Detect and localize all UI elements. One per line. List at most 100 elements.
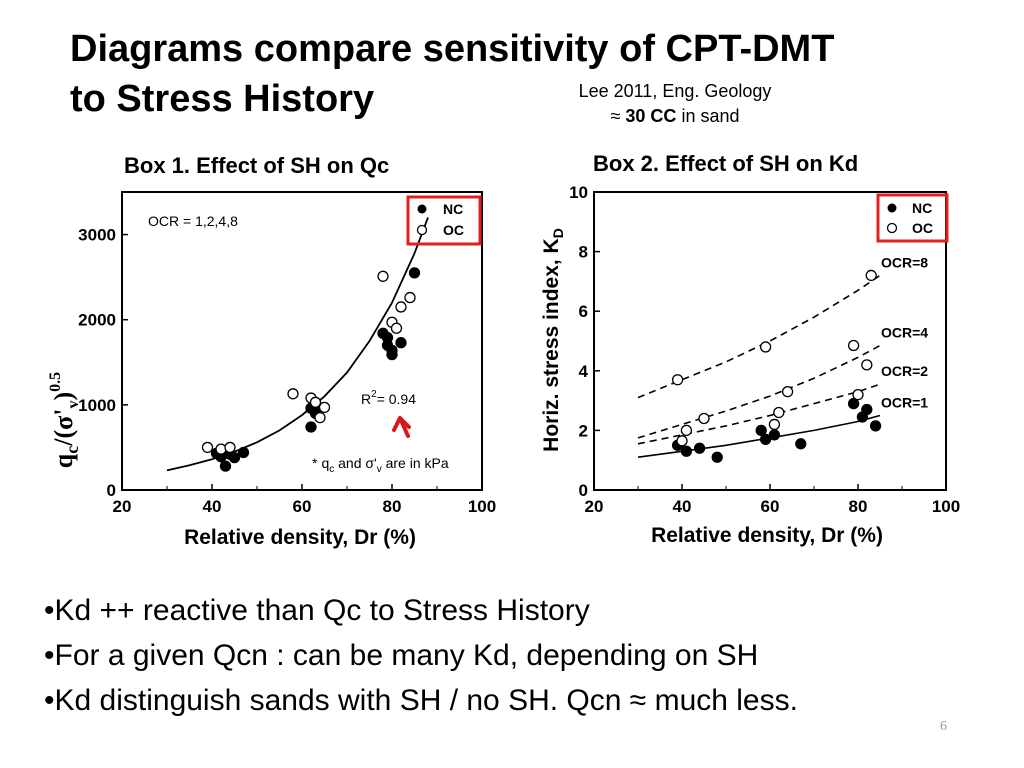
kd-y-tick-label: 8 <box>579 243 588 262</box>
bullet-list: •Kd ++ reactive than Qc to Stress Histor… <box>44 588 1004 723</box>
qc-ylabel-mid: /(σ' <box>49 408 78 446</box>
kd-curve-label: OCR=8 <box>881 254 928 270</box>
kd-x-tick-label: 20 <box>585 497 604 516</box>
qc-units-sigma: σ' <box>365 455 376 471</box>
qc-x-tick-label: 80 <box>383 497 402 516</box>
qc-fit-curve <box>166 217 429 472</box>
kd-legend-nc-marker <box>887 203 897 213</box>
qc-point-oc <box>404 291 416 304</box>
kd-ylabel-main: Horiz. stress index, K <box>540 238 563 452</box>
qc-units-and: and <box>334 455 365 471</box>
qc-legend-oc-marker <box>416 224 428 236</box>
kd-curve-label: OCR=1 <box>881 395 928 411</box>
qc-ylabel-close: ) <box>49 392 78 401</box>
qc-units-c: c <box>329 464 334 475</box>
qc-y-tick-label: 3000 <box>78 226 116 245</box>
qc-units-end: are in kPa <box>382 455 449 471</box>
kd-point-nc <box>768 429 781 441</box>
kd-x-tick-label: 40 <box>673 497 692 516</box>
reference-count: 30 CC <box>625 106 677 126</box>
reference-line2: ≈ 30 CC in sand <box>540 104 810 129</box>
kd-point-nc <box>869 420 882 432</box>
qc-point-oc <box>318 401 331 414</box>
qc-r2-value: = 0.94 <box>377 391 417 407</box>
qc-x-tick-label: 60 <box>293 497 312 516</box>
kd-point-oc <box>865 269 877 282</box>
qc-plot-frame <box>121 191 483 491</box>
qc-ylabel-exp: 0.5 <box>47 372 64 392</box>
qc-point-oc <box>224 441 236 454</box>
slide-title-line2: to Stress History <box>70 78 375 120</box>
kd-ocr-curves: OCR=8 OCR=4 OCR=2 OCR=1 <box>637 254 928 458</box>
kd-point-oc <box>768 418 781 431</box>
kd-xlabel-main: Relative density, D <box>651 524 836 547</box>
qc-units-note: * qc and σ'v are in kPa <box>312 455 449 475</box>
kd-legend-oc-label: OC <box>912 220 933 236</box>
kd-point-nc <box>711 451 723 463</box>
qc-xlabel-unit: (%) <box>377 526 416 549</box>
qc-ocr-annotation: OCR = 1,2,4,8 <box>148 213 238 229</box>
kd-point-oc <box>671 374 684 386</box>
kd-point-oc <box>680 424 693 437</box>
kd-point-nc <box>847 397 860 410</box>
kd-curve-ocr-8 <box>637 274 881 399</box>
qc-y-tick-label: 1000 <box>78 396 116 415</box>
kd-plot-frame <box>593 191 947 491</box>
kd-point-nc <box>693 442 706 454</box>
qc-point-oc <box>215 443 227 455</box>
qc-point-nc <box>219 460 232 472</box>
qc-y-tick-label: 0 <box>107 481 116 500</box>
kd-y-tick-label: 2 <box>579 421 588 440</box>
qc-point-oc <box>201 441 214 454</box>
qc-point-oc <box>390 322 403 334</box>
kd-x-tick-label: 60 <box>761 497 780 516</box>
kd-point-oc <box>861 359 873 371</box>
kd-xlabel-sub: r <box>836 524 844 547</box>
qc-point-nc <box>386 348 398 361</box>
qc-chart-points <box>201 267 421 472</box>
reference-note: Lee 2011, Eng. Geology ≈ 30 CC in sand <box>540 79 810 129</box>
kd-chart-points <box>671 269 882 463</box>
kd-y-axis-label: Horiz. stress index, KD <box>540 228 566 452</box>
qc-x-axis-label: Relative density, Dr (%) <box>184 526 416 549</box>
qc-legend: NC OC <box>406 195 482 246</box>
qc-point-nc <box>395 337 407 349</box>
kd-point-nc <box>795 438 807 450</box>
kd-curve-label: OCR=4 <box>881 324 928 340</box>
kd-chart-axes: 20 40 60 80 100 0 2 4 6 8 10 <box>569 183 960 516</box>
kd-point-oc <box>781 386 794 398</box>
page-number: 6 <box>940 719 947 734</box>
qc-ylabel-q: q <box>49 453 78 468</box>
kd-ylabel-sub: D <box>550 228 566 238</box>
reference-line1: Lee 2011, Eng. Geology <box>578 81 772 101</box>
kd-legend: NC OC <box>876 193 949 243</box>
kd-xlabel-unit: (%) <box>844 524 883 547</box>
qc-y-tick-label: 2000 <box>78 311 116 330</box>
kd-point-oc <box>847 339 860 352</box>
qc-point-oc <box>395 301 407 313</box>
qc-y-axis-label: qc/(σ'v)0.5 <box>47 372 82 468</box>
kd-y-tick-label: 6 <box>579 302 588 321</box>
qc-point-nc <box>237 446 250 459</box>
bullet-item: •For a given Qcn : can be many Kd, depen… <box>44 639 759 672</box>
kd-curve-ocr-4 <box>637 344 881 439</box>
qc-ylabel-v: v <box>65 400 82 408</box>
bullet-item: •Kd ++ reactive than Qc to Stress Histor… <box>44 594 590 627</box>
qc-x-tick-label: 40 <box>203 497 222 516</box>
red-arrow-icon <box>392 416 411 438</box>
kd-point-nc <box>680 445 693 457</box>
qc-legend-nc-marker <box>417 204 427 214</box>
kd-legend-oc-marker <box>886 222 898 234</box>
kd-curve-ocr-2 <box>637 383 881 445</box>
kd-point-oc <box>852 388 864 401</box>
kd-point-oc <box>759 341 772 353</box>
qc-units-q: q <box>321 455 329 471</box>
kd-curve-label: OCR=2 <box>881 363 928 379</box>
kd-legend-nc-label: NC <box>912 200 932 216</box>
bullet-item: •Kd distinguish sands with SH / no SH. Q… <box>44 684 798 717</box>
reference-rest: in sand <box>676 106 740 126</box>
qc-xlabel-sub: r <box>369 526 377 549</box>
kd-point-oc <box>773 406 785 419</box>
